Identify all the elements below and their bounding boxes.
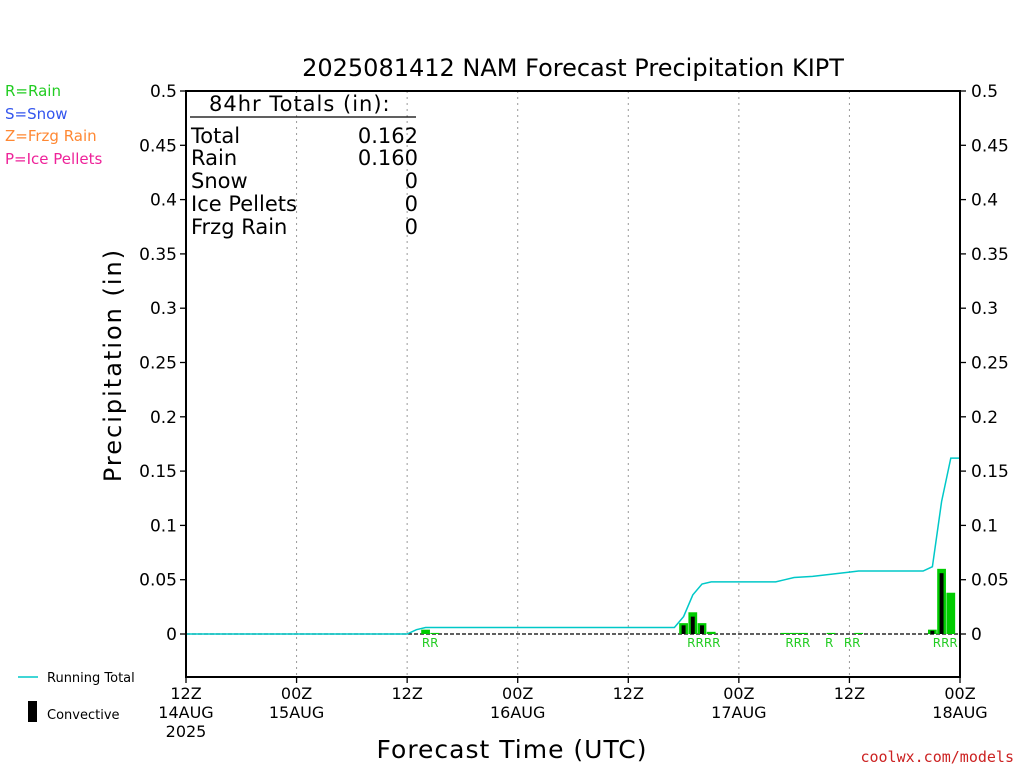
series-legend: Running Total Convective (18, 671, 135, 723)
y-tick-label-left: 0.1 (150, 516, 177, 536)
totals-value-ice-pellets: 0 (405, 192, 418, 216)
precip-type-label: RRR (785, 636, 810, 650)
chart-title: 2025081412 NAM Forecast Precipitation KI… (302, 54, 844, 82)
x-tick-label: 00Z (502, 684, 533, 703)
convective-bar (690, 616, 695, 634)
convective-legend-swatch (28, 701, 37, 722)
precip-type-label: RR (422, 636, 439, 650)
y-ticks-right: 0.5 0.45 0.4 0.35 0.3 0.25 0.2 0.15 0.1 0.05 0 (960, 82, 1009, 645)
precip-bar (826, 632, 836, 634)
totals-heading: 84hr Totals (in): (209, 92, 391, 116)
precip-type-labels: RR RRRR RRR R RR RRR (422, 636, 958, 650)
totals-label-total: Total (190, 124, 240, 148)
totals-value-rain: 0.160 (358, 146, 418, 170)
y-tick-label-left: 0.05 (139, 571, 177, 591)
y-tick-label-right: 0.45 (971, 136, 1009, 156)
precip-type-label: RRRR (687, 636, 720, 650)
y-tick-label-left: 0 (166, 625, 177, 645)
legend-ice-pellets: P=Ice Pellets (5, 150, 102, 168)
y-tick-label-left: 0.2 (150, 408, 177, 428)
x-tick-label: 18AUG (932, 703, 987, 722)
legend-snow: S=Snow (5, 105, 68, 123)
legend-frzg-rain: Z=Frzg Rain (5, 127, 97, 145)
x-tick-label: 17AUG (711, 703, 766, 722)
x-tick-label: 12Z (834, 684, 865, 703)
vertical-grid (296, 91, 850, 677)
precip-bar (946, 592, 956, 634)
y-tick-label-right: 0.4 (971, 191, 998, 211)
x-axis-label: Forecast Time (UTC) (377, 735, 648, 764)
precip-bar (798, 632, 808, 634)
precip-type-legend: R=Rain S=Snow Z=Frzg Rain P=Ice Pellets (5, 82, 102, 168)
convective-bar (930, 630, 935, 634)
x-tick-label: 16AUG (490, 703, 545, 722)
precip-bar (421, 629, 430, 634)
precip-bar (789, 632, 799, 634)
y-ticks-left: 0.5 0.45 0.4 0.35 0.3 0.25 0.2 0.15 0.1 0.05 0 (139, 82, 186, 645)
totals-value-frzg-rain: 0 (405, 215, 418, 239)
y-tick-label-left: 0.45 (139, 136, 177, 156)
convective-bar (939, 573, 944, 634)
y-tick-label-left: 0.4 (150, 191, 177, 211)
totals-value-snow: 0 (405, 169, 418, 193)
x-tick-label: 2025 (166, 722, 207, 741)
y-tick-label-left: 0.5 (150, 82, 177, 102)
totals-label-frzg-rain: Frzg Rain (191, 215, 287, 239)
convective-bar (700, 625, 704, 634)
totals-label-rain: Rain (191, 146, 237, 170)
y-tick-label-right: 0 (971, 625, 982, 645)
x-tick-label: 12Z (170, 684, 201, 703)
y-tick-label-left: 0.3 (150, 299, 177, 319)
totals-box: 84hr Totals (in): Total 0.162 Rain 0.160… (190, 92, 418, 239)
y-tick-label-left: 0.15 (139, 462, 177, 482)
y-tick-label-right: 0.25 (971, 354, 1009, 374)
y-tick-label-right: 0.15 (971, 462, 1009, 482)
x-tick-label: 15AUG (269, 703, 324, 722)
convective-legend-label: Convective (47, 708, 120, 723)
y-tick-label-right: 0.05 (971, 571, 1009, 591)
y-tick-label-right: 0.2 (971, 408, 998, 428)
convective-bar (681, 625, 686, 634)
totals-label-ice-pellets: Ice Pellets (191, 192, 297, 216)
y-tick-label-left: 0.35 (139, 245, 177, 265)
x-tick-label: 00Z (723, 684, 754, 703)
totals-label-snow: Snow (191, 169, 248, 193)
x-tick-label: 00Z (944, 684, 975, 703)
precip-bar (430, 632, 440, 634)
y-tick-label-right: 0.5 (971, 82, 998, 102)
y-tick-label-right: 0.3 (971, 299, 998, 319)
precip-type-label: RR (844, 636, 861, 650)
y-axis-label: Precipitation (in) (99, 248, 127, 482)
x-tick-label: 14AUG (158, 703, 213, 722)
footer-credit: coolwx.com/models (860, 748, 1014, 766)
precip-bars (421, 568, 956, 634)
x-tick-label: 12Z (391, 684, 422, 703)
precip-bar (854, 632, 864, 634)
y-tick-label-left: 0.25 (139, 354, 177, 374)
precip-bar (780, 632, 790, 634)
legend-rain: R=Rain (5, 82, 61, 100)
precip-bar (706, 631, 716, 634)
totals-value-total: 0.162 (358, 124, 418, 148)
running-total-legend-label: Running Total (47, 671, 135, 686)
y-tick-label-right: 0.35 (971, 245, 1009, 265)
y-tick-label-right: 0.1 (971, 516, 998, 536)
x-tick-label: 12Z (613, 684, 644, 703)
precip-type-label: RRR (933, 636, 958, 650)
plot-frame (185, 90, 961, 678)
precip-type-label: R (825, 636, 833, 650)
running-total-line (186, 457, 960, 635)
x-tick-label: 00Z (281, 684, 312, 703)
